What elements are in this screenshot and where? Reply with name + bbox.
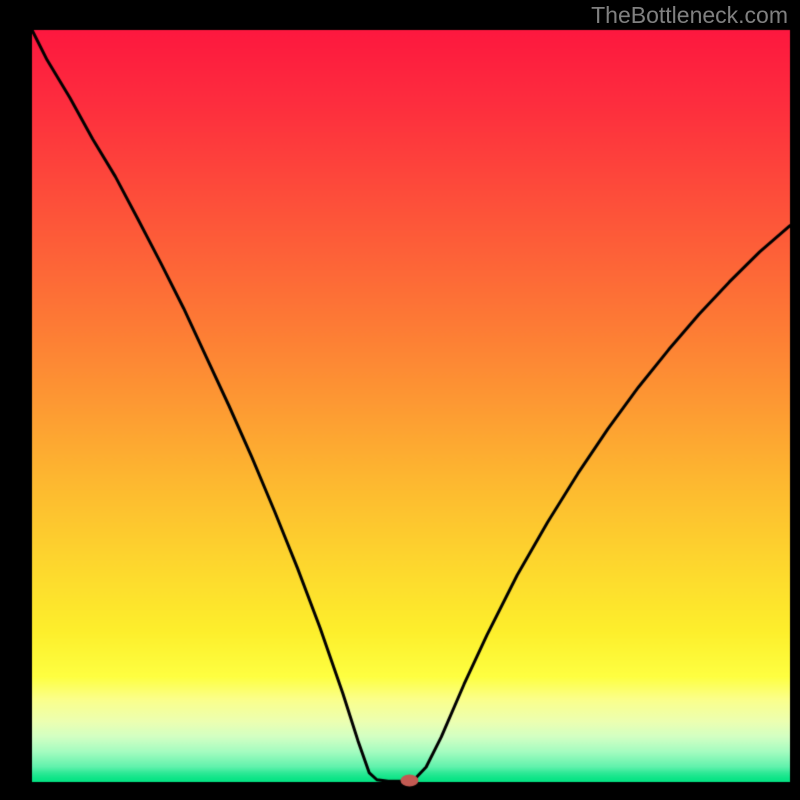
chart-container: TheBottleneck.com xyxy=(0,0,800,800)
bottleneck-chart-canvas xyxy=(0,0,800,800)
